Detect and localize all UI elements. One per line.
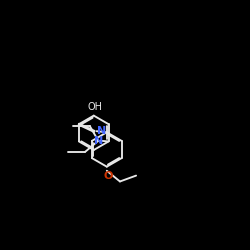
Text: O: O bbox=[103, 171, 113, 181]
Text: N: N bbox=[97, 126, 106, 136]
Text: OH: OH bbox=[88, 102, 103, 112]
Text: N: N bbox=[94, 136, 103, 146]
